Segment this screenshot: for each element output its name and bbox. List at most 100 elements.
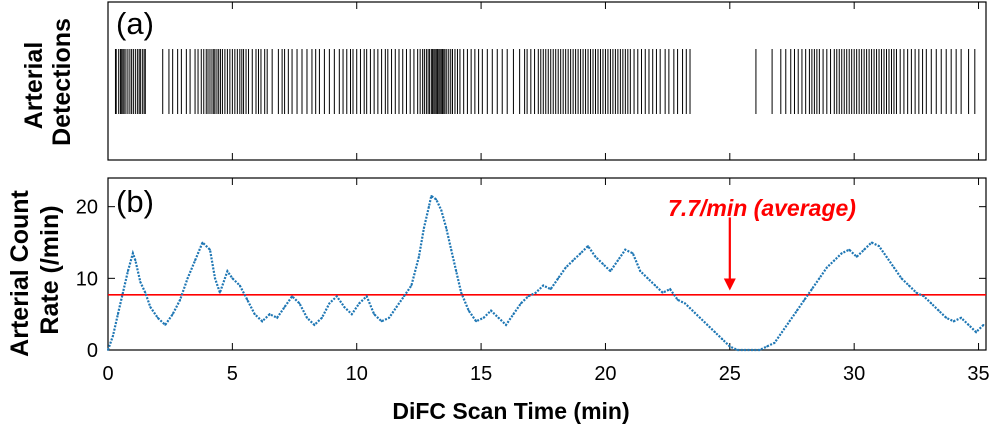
x-tick-label: 20 xyxy=(594,363,616,385)
count-rate-point xyxy=(579,252,582,255)
average-annotation: 7.7/min (average) xyxy=(668,195,856,291)
count-rate-point xyxy=(365,295,368,298)
count-rate-point xyxy=(564,266,567,269)
x-tick-label: 5 xyxy=(227,363,238,385)
count-rate-point xyxy=(818,277,821,280)
count-rate-point xyxy=(139,281,142,283)
count-rate-point xyxy=(219,291,221,294)
count-rate-point xyxy=(186,277,189,280)
panel-a-frame xyxy=(107,1,987,161)
count-rate-point xyxy=(542,284,545,287)
count-rate-point xyxy=(238,284,241,287)
count-rate-point xyxy=(751,349,754,351)
count-rate-series xyxy=(106,194,985,352)
count-rate-point xyxy=(440,209,443,212)
count-rate-point xyxy=(298,302,301,305)
count-rate-point xyxy=(557,277,560,280)
count-rate-point xyxy=(268,313,271,316)
count-rate-point xyxy=(231,277,234,280)
count-rate-point xyxy=(283,306,286,308)
x-tick-label: 30 xyxy=(843,363,865,385)
count-rate-point xyxy=(122,291,124,294)
x-tick-label: 0 xyxy=(102,363,113,385)
count-rate-point xyxy=(833,259,836,262)
count-rate-point xyxy=(306,316,308,319)
count-rate-point xyxy=(758,349,761,351)
count-rate-point xyxy=(728,345,731,348)
count-rate-point xyxy=(885,255,888,258)
count-rate-point xyxy=(261,320,264,323)
count-rate-point xyxy=(781,331,783,333)
count-rate-point xyxy=(609,270,612,273)
count-rate-point xyxy=(602,263,604,265)
panel-b-ylabel-line-1: Arterial Count xyxy=(6,189,34,356)
count-rate-point xyxy=(358,302,361,305)
count-rate-point xyxy=(512,313,515,316)
panel-b-ylabel: Arterial Count Rate (/min) xyxy=(6,183,64,357)
count-rate-point xyxy=(373,313,376,316)
count-rate-point xyxy=(505,324,507,326)
count-rate-point xyxy=(706,324,709,326)
count-rate-point xyxy=(482,316,485,319)
count-rate-point xyxy=(631,252,634,255)
count-rate-point xyxy=(967,324,970,326)
count-rate-point xyxy=(253,313,256,316)
count-rate-point xyxy=(117,313,119,316)
count-rate-point xyxy=(164,324,167,326)
count-rate-point xyxy=(624,248,627,251)
count-rate-point xyxy=(403,295,405,298)
count-rate-point xyxy=(736,349,739,351)
count-rate-point xyxy=(388,316,390,319)
count-rate-point xyxy=(945,316,948,319)
panel-b-y-ticks: 0 10 20 xyxy=(76,197,986,362)
count-rate-point xyxy=(549,288,552,290)
count-rate-point xyxy=(126,270,129,273)
count-rate-point xyxy=(450,248,453,251)
x-tick-label: 35 xyxy=(967,363,989,385)
count-rate-point xyxy=(497,316,500,319)
count-rate-point xyxy=(209,248,211,251)
count-rate-point xyxy=(112,334,114,337)
count-rate-point xyxy=(855,255,858,258)
count-rate-point xyxy=(313,324,316,326)
count-rate-point xyxy=(803,298,806,301)
count-rate-point xyxy=(455,270,458,273)
count-rate-point xyxy=(930,302,933,305)
count-rate-point xyxy=(676,298,679,301)
count-rate-point xyxy=(743,349,746,351)
count-rate-point xyxy=(534,291,537,294)
count-rate-point xyxy=(572,259,575,262)
panel-b-ylabel-line-2: Rate (/min) xyxy=(36,205,64,334)
count-rate-point xyxy=(246,298,249,301)
count-rate-point xyxy=(900,277,903,280)
x-tick-label: 15 xyxy=(470,363,492,385)
count-rate-point xyxy=(107,349,109,351)
count-rate-point xyxy=(691,309,694,312)
panel-a-ylabel-line-2: Detections xyxy=(48,18,76,146)
count-rate-point xyxy=(226,270,229,273)
count-rate-point xyxy=(907,284,910,287)
x-tick-label: 25 xyxy=(719,363,741,385)
panel-b-frame xyxy=(107,177,987,351)
average-annotation-label: 7.7/min (average) xyxy=(668,195,856,221)
count-rate-point xyxy=(646,277,649,280)
count-rate-point xyxy=(335,295,338,298)
panel-a-detection-events xyxy=(114,49,976,114)
count-rate-point xyxy=(490,309,492,312)
count-rate-point xyxy=(134,259,137,262)
count-rate-point xyxy=(430,195,433,197)
panel-a-detections: (a) Arterial Detections xyxy=(20,1,987,161)
count-rate-point xyxy=(796,309,798,312)
y-tick-label: 20 xyxy=(76,197,98,219)
count-rate-point xyxy=(982,324,985,326)
count-rate-point xyxy=(410,284,413,287)
count-rate-point xyxy=(699,316,701,319)
count-rate-point xyxy=(445,227,448,230)
count-rate-point xyxy=(527,295,530,298)
count-rate-point xyxy=(960,316,963,319)
count-rate-point xyxy=(713,331,716,333)
panel-a-x-ticks xyxy=(107,2,980,160)
x-tick-label: 10 xyxy=(346,363,368,385)
count-rate-point xyxy=(418,255,420,258)
count-rate-point xyxy=(467,309,470,312)
